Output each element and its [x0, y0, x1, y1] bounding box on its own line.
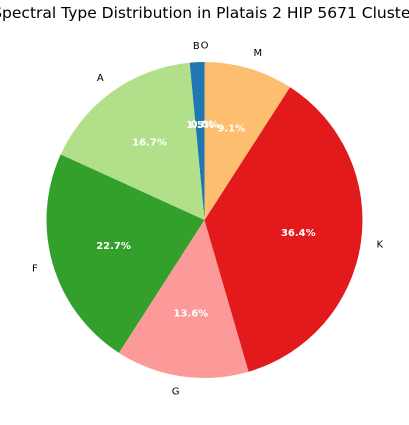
chart-title: Spectral Type Distribution in Platais 2 … — [0, 4, 409, 22]
slice-label-f: F — [32, 264, 38, 275]
pct-label-m: 9.1% — [217, 124, 245, 135]
pie-slices — [47, 62, 363, 378]
pct-label-k: 36.4% — [281, 228, 316, 239]
pct-label-g: 13.6% — [173, 308, 208, 319]
slice-label-m: M — [254, 48, 263, 59]
slice-label-k: K — [376, 240, 383, 251]
pct-label-a: 16.7% — [132, 137, 167, 148]
pct-label-b: 1.5% — [186, 120, 214, 131]
slice-label-o: O — [201, 41, 209, 52]
slice-label-b: B — [193, 41, 200, 52]
pct-label-f: 22.7% — [96, 241, 131, 252]
slice-label-g: G — [172, 386, 180, 397]
slice-label-a: A — [97, 73, 104, 84]
